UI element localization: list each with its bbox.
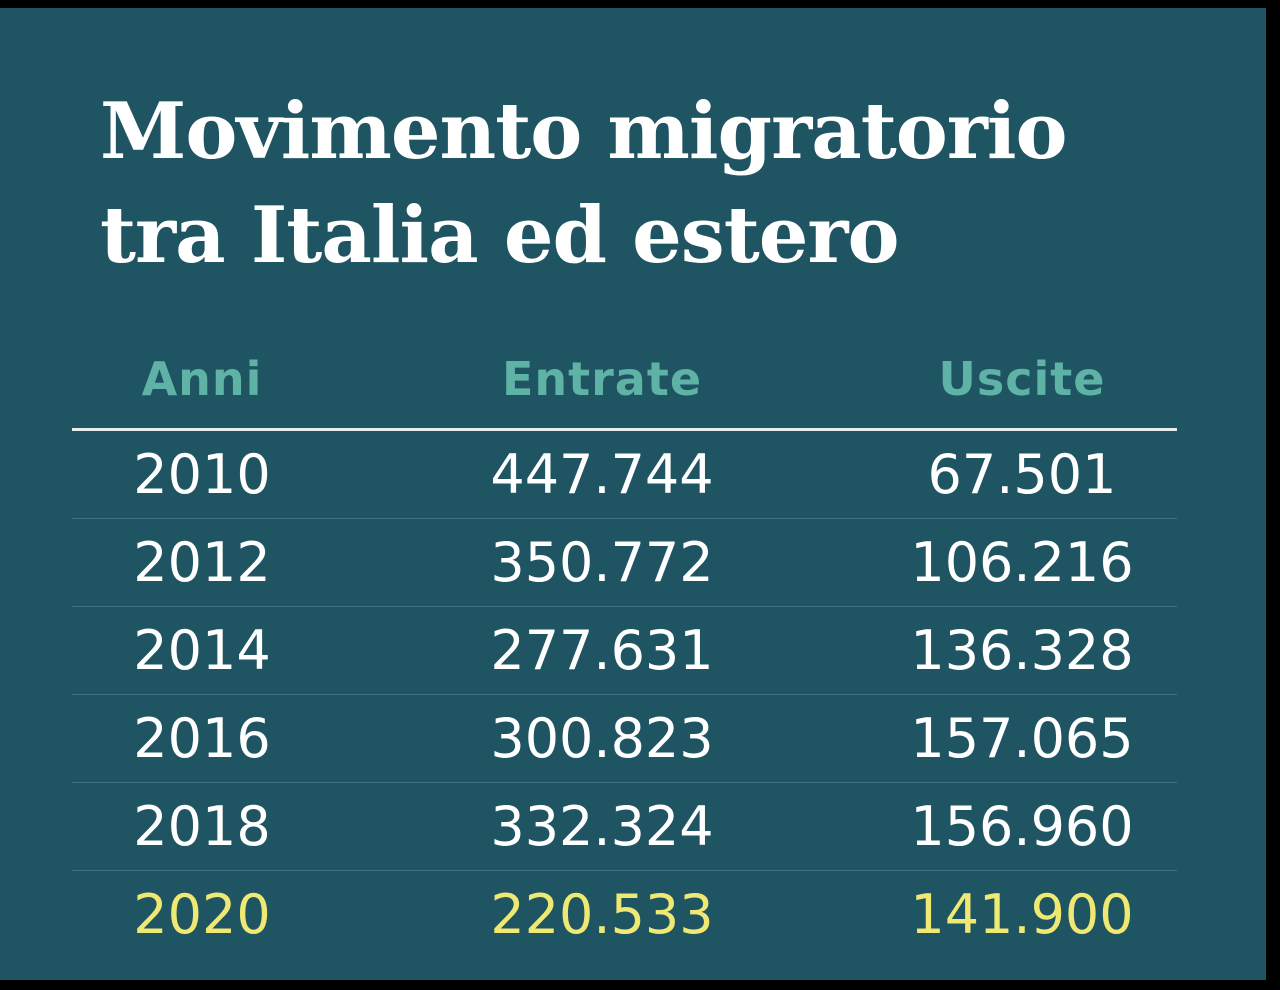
year-cell: 2010 xyxy=(133,443,271,506)
table-row: 2014 277.631 136.328 xyxy=(72,607,1177,695)
header-uscite: Uscite xyxy=(938,352,1106,406)
uscite-cell: 156.960 xyxy=(910,795,1134,858)
year-cell: 2020 xyxy=(133,883,271,946)
header-anni: Anni xyxy=(141,352,263,406)
entrate-cell: 220.533 xyxy=(490,883,714,946)
entrate-cell: 447.744 xyxy=(490,443,714,506)
right-edge-border xyxy=(1266,0,1280,990)
uscite-cell: 141.900 xyxy=(910,883,1134,946)
header-entrate: Entrate xyxy=(501,352,703,406)
table-row: 2018 332.324 156.960 xyxy=(72,783,1177,871)
table-row-highlighted: 2020 220.533 141.900 xyxy=(72,871,1177,958)
year-cell: 2012 xyxy=(133,531,271,594)
uscite-cell: 136.328 xyxy=(910,619,1134,682)
year-cell: 2018 xyxy=(133,795,271,858)
migration-table: Anni Entrate Uscite 2010 447.744 67.501 … xyxy=(72,338,1177,958)
entrate-cell: 277.631 xyxy=(490,619,714,682)
title-line-2: tra Italia ed estero xyxy=(100,190,899,281)
title-line-1: Movimento migratorio xyxy=(100,86,1068,177)
infographic-panel: Movimento migratorio tra Italia ed ester… xyxy=(0,8,1266,980)
table-row: 2010 447.744 67.501 xyxy=(72,431,1177,519)
year-cell: 2014 xyxy=(133,619,271,682)
uscite-cell: 157.065 xyxy=(910,707,1134,770)
table-header-row: Anni Entrate Uscite xyxy=(72,338,1177,431)
entrate-cell: 350.772 xyxy=(490,531,714,594)
entrate-cell: 300.823 xyxy=(490,707,714,770)
uscite-cell: 67.501 xyxy=(927,443,1117,506)
entrate-cell: 332.324 xyxy=(490,795,714,858)
chart-title: Movimento migratorio tra Italia ed ester… xyxy=(100,80,1220,288)
year-cell: 2016 xyxy=(133,707,271,770)
table-row: 2012 350.772 106.216 xyxy=(72,519,1177,607)
uscite-cell: 106.216 xyxy=(910,531,1134,594)
table-row: 2016 300.823 157.065 xyxy=(72,695,1177,783)
